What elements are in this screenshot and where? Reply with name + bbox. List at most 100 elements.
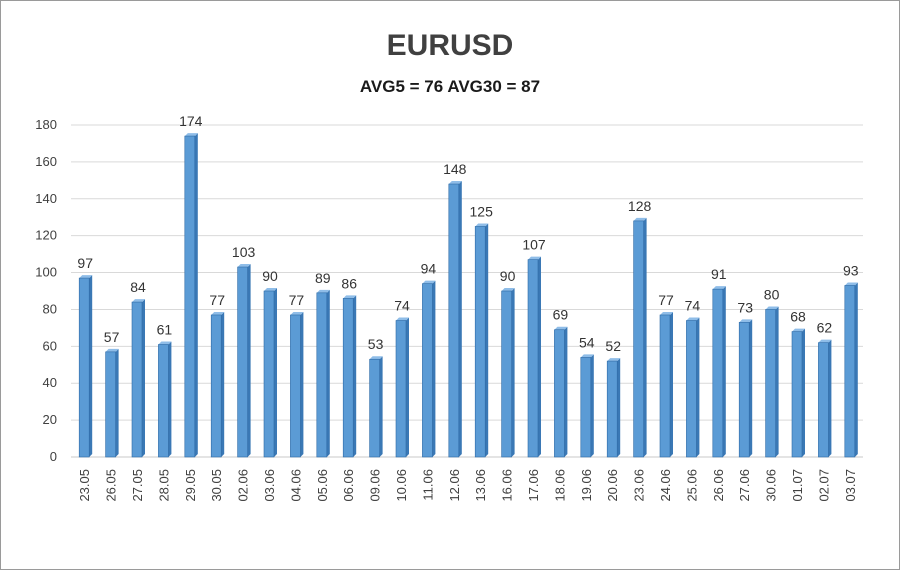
chart-subtitle: AVG5 = 76 AVG30 = 87: [359, 77, 541, 96]
data-label: 93: [843, 262, 859, 278]
data-label: 62: [817, 320, 833, 336]
x-tick-label: 26.06: [711, 469, 726, 502]
bar-front: [105, 351, 116, 458]
bar-side: [802, 328, 805, 457]
bar-top: [396, 317, 409, 321]
bar-top: [105, 348, 119, 352]
bar-20.06: [606, 358, 621, 458]
bar-26.06: [712, 286, 726, 458]
bar-top: [475, 223, 489, 227]
data-label: 77: [289, 292, 305, 308]
bar-top: [765, 306, 779, 310]
bar-top: [633, 217, 647, 221]
data-label: 107: [522, 237, 546, 253]
y-tick-label: 160: [35, 154, 57, 169]
bar-front: [78, 277, 90, 458]
bar-10.06: [395, 317, 409, 458]
bar-side: [722, 286, 726, 457]
bar-top: [448, 181, 462, 185]
y-tick-label: 140: [35, 191, 57, 206]
bar-side: [775, 306, 779, 457]
x-tick-label: 03.07: [843, 469, 858, 502]
bar-side: [564, 326, 568, 457]
x-tick-label: 02.06: [236, 469, 251, 502]
y-tick-label: 80: [43, 301, 57, 316]
bar-top: [792, 328, 805, 332]
x-tick-label: 23.05: [77, 469, 92, 502]
data-label: 74: [685, 298, 701, 314]
y-tick-label: 0: [50, 449, 57, 464]
bar-side: [115, 348, 119, 457]
bar-03.06: [263, 288, 277, 458]
data-label: 90: [500, 268, 516, 284]
bar-front: [712, 288, 724, 458]
bar-05.06: [316, 289, 330, 458]
x-tick-label: 19.06: [579, 469, 594, 502]
bar-front: [316, 292, 328, 458]
bar-front: [448, 183, 460, 458]
bar-top: [79, 275, 93, 279]
x-tick-label: 04.06: [288, 469, 303, 502]
bar-top: [580, 354, 594, 358]
data-label: 77: [209, 292, 225, 308]
x-tick-label: 30.05: [209, 469, 224, 502]
bar-side: [538, 256, 541, 457]
bar-top: [739, 319, 753, 323]
bar-23.06: [633, 217, 647, 458]
bar-front: [659, 314, 671, 458]
bar-front: [791, 331, 803, 458]
bar-side: [353, 295, 357, 457]
y-tick-label: 120: [35, 228, 57, 243]
x-tick-label: 25.06: [684, 469, 699, 502]
data-label: 174: [179, 113, 203, 129]
bar-06.06: [342, 295, 357, 458]
bar-side: [670, 311, 673, 457]
x-tick-label: 11.06: [420, 469, 435, 501]
bar-side: [432, 280, 436, 457]
data-label: 89: [315, 270, 331, 286]
bar-26.05: [105, 348, 119, 458]
bar-side: [89, 275, 93, 457]
bar-side: [194, 133, 198, 458]
x-tick-label: 24.06: [658, 469, 673, 502]
bar-side: [590, 354, 594, 457]
bar-front: [554, 329, 565, 458]
y-tick-label: 40: [43, 375, 57, 390]
x-tick-label: 20.06: [605, 469, 620, 502]
bar-front: [263, 290, 275, 458]
bar-11.06: [422, 280, 436, 458]
x-tick-label: 06.06: [341, 469, 356, 502]
bar-03.07: [844, 282, 858, 458]
data-label: 61: [157, 321, 173, 337]
data-label: 91: [711, 266, 727, 282]
data-label: 128: [628, 198, 652, 214]
bar-top: [844, 282, 858, 286]
bar-front: [580, 357, 592, 458]
x-tick-label: 10.06: [394, 469, 409, 502]
bar-side: [458, 181, 462, 457]
bar-top: [528, 256, 541, 260]
bar-front: [290, 314, 301, 458]
bar-top: [316, 289, 330, 293]
data-label: 125: [470, 203, 494, 219]
bar-top: [158, 341, 172, 345]
data-label: 86: [341, 275, 357, 291]
bar-side: [247, 264, 251, 457]
y-tick-label: 100: [35, 265, 57, 280]
y-tick-label: 60: [43, 338, 57, 353]
x-tick-label: 28.05: [156, 469, 171, 502]
data-label: 74: [394, 298, 410, 314]
bar-12.06: [448, 181, 462, 458]
data-label: 103: [232, 244, 256, 260]
bar-front: [818, 342, 829, 458]
x-tick-label: 23.06: [632, 469, 647, 502]
bar-front: [501, 290, 512, 458]
bar-side: [696, 317, 700, 457]
x-tick-label: 13.06: [473, 469, 488, 502]
bar-side: [617, 358, 621, 457]
bar-front: [633, 220, 644, 458]
bar-17.06: [527, 256, 541, 458]
bar-side: [643, 217, 647, 457]
bar-top: [184, 133, 198, 137]
data-label: 53: [368, 336, 384, 352]
